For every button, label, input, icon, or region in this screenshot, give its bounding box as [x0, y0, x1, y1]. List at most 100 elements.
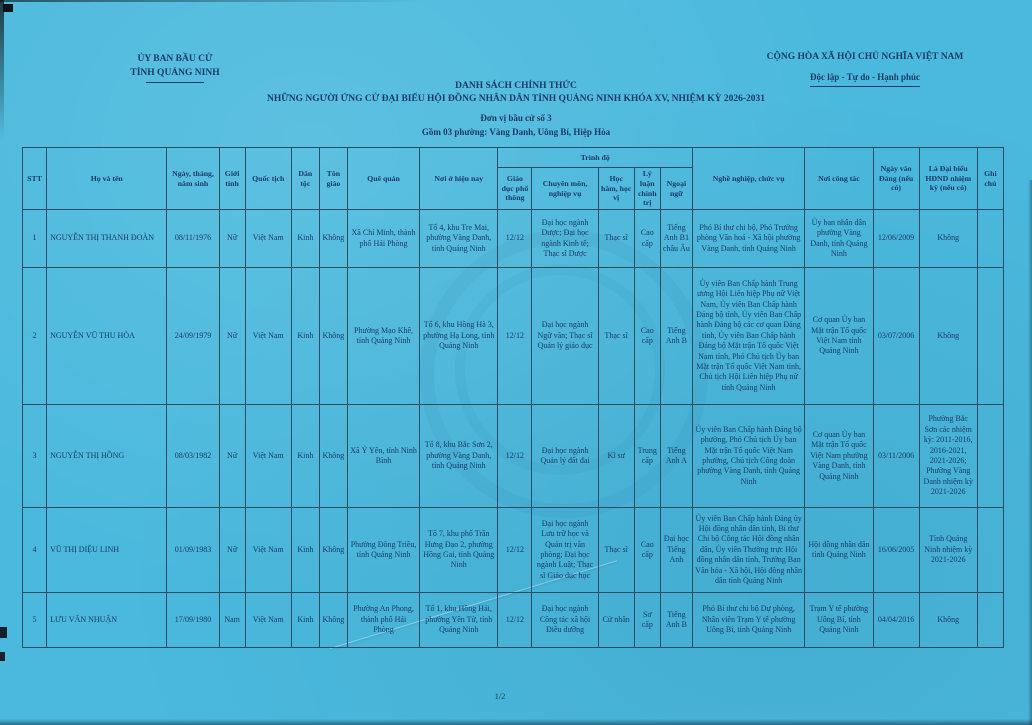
table-cell: LƯU VĂN NHUẬN: [46, 592, 168, 648]
table-cell: Phó Bí thư chi bộ Dự phòng, Nhân viên Tr…: [691, 592, 806, 648]
table-cell: Không: [918, 267, 978, 405]
table-cell: Tỉnh Quảng Ninh nhiệm kỳ 2021-2026: [918, 507, 978, 593]
table-row: 3 NGUYỄN THỊ HỒNG 08/03/1982 Nữ Việt Nam Kinh…: [21, 404, 1005, 508]
subtitle-line2: Gồm 03 phường: Vàng Danh, Uông Bí, Hiệp …: [421, 126, 611, 137]
authority-underline: [146, 81, 204, 83]
table-cell: Thạc sĩ: [597, 267, 635, 405]
table-cell: NGUYỄN THỊ THANH ĐOÀN: [46, 209, 168, 268]
table-cell: Không: [918, 592, 978, 648]
table-cell: 12/06/2009: [872, 209, 920, 268]
table-cell: 3: [21, 404, 48, 508]
document-title: DANH SÁCH CHÍNH THỨC NHỮNG NGƯỜI ỨNG CỬ …: [0, 80, 1032, 107]
table-cell: Kinh: [290, 404, 320, 508]
col-header-general-education: Giáo dục phổ thông: [497, 167, 533, 210]
page-number: 1/2: [494, 691, 506, 701]
col-header-residence: Nơi ở hiện nay: [419, 147, 499, 210]
table-row: 1 NGUYỄN THỊ THANH ĐOÀN 08/11/1976 Nữ Việt N…: [21, 209, 1005, 268]
table-cell: 12/12: [497, 267, 533, 405]
table-cell: Tiếng Anh B: [659, 592, 693, 648]
table-cell: Tổ 6, khu Hồng Hà 3, phường Hạ Long, tỉn…: [419, 267, 499, 405]
national-motto: CỘNG HÒA XÃ HỘI CHỦ NGHĨA VIỆT NAM Độc l…: [755, 50, 975, 88]
table-cell: Đại học ngành Dược; Đại học ngành Kinh t…: [531, 209, 599, 268]
table-cell: 24/09/1979: [166, 267, 220, 405]
table-cell: Không: [918, 209, 978, 268]
table-row: 2 NGUYỄN VŨ THU HÒA 24/09/1979 Nữ Việt Nam Ki…: [21, 267, 1005, 405]
table-cell: Cao cấp: [633, 507, 661, 593]
table-cell: Trạm Y tế phường Uông Bí, tỉnh Quảng Nin…: [804, 592, 874, 648]
table-cell: 03/11/2006: [872, 404, 920, 508]
table-cell: Nữ: [218, 209, 246, 268]
table-cell: Cao cấp: [633, 209, 661, 268]
table-cell: Đại học ngành Công tác xã hội Điều dưỡng: [531, 592, 599, 648]
table-cell: [976, 404, 1005, 508]
table-cell: Kĩ sư: [597, 404, 635, 508]
table-cell: 12/12: [497, 592, 533, 648]
table-row: 5 LƯU VĂN NHUẬN 17/09/1980 Nam Việt Nam Kinh K…: [21, 592, 1005, 648]
table-cell: Đại học ngành Ngữ văn; Thạc sĩ Quản lý g…: [531, 267, 599, 405]
table-cell: Tổ 8, khu Bắc Sơn 2, phường Vàng Danh, t…: [419, 404, 499, 508]
table-cell: Cao cấp: [633, 267, 661, 405]
table-cell: Ủy ban nhân dân phường Vàng Danh, tỉnh Q…: [804, 209, 874, 268]
candidates-table-body: 1 NGUYỄN THỊ THANH ĐOÀN 08/11/1976 Nữ Việt N…: [21, 209, 1005, 648]
table-cell: Kinh: [290, 267, 320, 405]
table-cell: Việt Nam: [244, 592, 292, 648]
col-header-dob: Ngày, tháng, năm sinh: [166, 147, 220, 210]
table-row: 4 VŨ THỊ DIỆU LINH 01/09/1983 Nữ Việt Nam Kin…: [21, 507, 1005, 593]
table-cell: Phường An Phong, thành phố Hải Phòng: [346, 592, 421, 648]
table-cell: Tiếng Anh B: [659, 267, 693, 405]
table-cell: 12/12: [497, 209, 533, 268]
scan-edge-bottom: [0, 719, 1032, 725]
table-cell: Nam: [218, 592, 246, 648]
table-cell: Không: [318, 592, 348, 648]
col-header-party-date: Ngày vào Đảng (nếu có): [872, 147, 920, 210]
col-header-academic-degree: Học hàm, học vị: [597, 167, 635, 210]
table-cell: Phường Đông Triều, tỉnh Quảng Ninh: [346, 507, 421, 593]
table-cell: Tiếng Anh B1 châu Âu: [659, 209, 693, 268]
table-cell: Sơ cấp: [633, 592, 661, 648]
table-cell: Ủy viên Ban Chấp hành Đảng ủy Hội đồng n…: [691, 507, 806, 593]
col-group-education: Trình độ: [497, 147, 693, 168]
table-cell: [976, 209, 1005, 268]
table-cell: Xã Ý Yên, tỉnh Ninh Bình: [346, 404, 421, 508]
table-cell: 1: [21, 209, 48, 268]
table-cell: Nữ: [218, 404, 246, 508]
col-header-ethnicity: Dân tộc: [290, 147, 320, 210]
table-cell: Trung cấp: [633, 404, 661, 508]
table-cell: Phó Bí thư chi bộ, Phó Trưởng phòng Văn …: [691, 209, 806, 268]
table-cell: Kinh: [290, 209, 320, 268]
table-cell: Kinh: [290, 507, 320, 593]
table-cell: Cơ quan Ủy ban Mặt trận Tổ quốc Việt Nam…: [804, 404, 874, 508]
motto-line1: CỘNG HÒA XÃ HỘI CHỦ NGHĨA VIỆT NAM: [766, 52, 964, 62]
table-cell: 4: [21, 507, 48, 593]
table-cell: 03/07/2006: [872, 267, 920, 405]
table-cell: NGUYỄN THỊ HỒNG: [46, 404, 168, 508]
table-cell: 5: [21, 592, 48, 648]
table-cell: Việt Nam: [244, 267, 292, 405]
col-header-occupation: Nghề nghiệp, chức vụ: [691, 147, 806, 210]
table-cell: Đại học ngành Quản lý đất đai: [531, 404, 599, 508]
table-cell: 12/12: [497, 507, 533, 593]
document-subtitle: Đơn vị bầu cử số 3 Gồm 03 phường: Vàng D…: [0, 112, 1032, 139]
table-cell: Ủy viên Ban Chấp hành Đảng bộ phường, Ph…: [691, 404, 806, 508]
table-cell: 01/09/1983: [166, 507, 220, 593]
table-cell: 2: [21, 267, 48, 405]
table-cell: Tiếng Anh A: [659, 404, 693, 508]
col-header-religion: Tôn giáo: [318, 147, 348, 210]
table-cell: Không: [318, 404, 348, 508]
col-header-notes: Ghi chú: [976, 147, 1005, 210]
table-cell: Tổ 7, khu phố Trần Hưng Đạo 2, phường Hồ…: [419, 507, 499, 593]
table-cell: NGUYỄN VŨ THU HÒA: [46, 267, 168, 405]
table-cell: Nữ: [218, 267, 246, 405]
table-cell: Tổ 4, khu Tre Mai, phường Vàng Danh, tỉn…: [419, 209, 499, 268]
scan-mark-left-1: [0, 627, 7, 638]
table-cell: Hội đồng nhân dân tỉnh Quảng Ninh: [804, 507, 874, 593]
table-cell: Không: [318, 209, 348, 268]
scan-edge-top: [0, 0, 420, 2]
authority-line2: TỈNH QUẢNG NINH: [130, 68, 220, 79]
table-cell: Thạc sĩ: [597, 507, 635, 593]
scan-edge-left: [0, 0, 4, 140]
table-cell: Phường Bắc Sơn các nhiệm kỳ: 2011-2016, …: [918, 404, 978, 508]
table-cell: [976, 507, 1005, 593]
table-cell: Nữ: [218, 507, 246, 593]
issuing-authority: ỦY BAN BẦU CỬ TỈNH QUẢNG NINH: [80, 52, 270, 83]
